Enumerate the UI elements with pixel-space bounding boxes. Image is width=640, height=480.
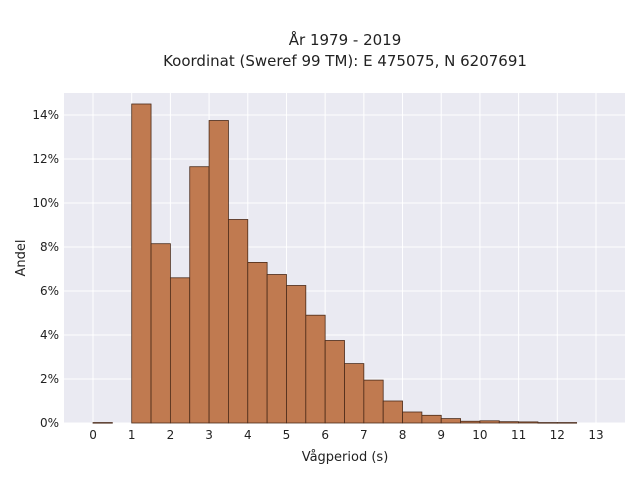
y-axis-label: Andel (14, 240, 29, 277)
histogram-bar (363, 379, 384, 424)
histogram-bar (402, 411, 423, 424)
histogram-bar (247, 261, 268, 424)
chart-title-line-2: Koordinat (Sweref 99 TM): E 475075, N 62… (163, 52, 527, 70)
x-axis-label: Vågperiod (s) (302, 450, 389, 465)
histogram-bar (286, 285, 307, 424)
histogram-bar (189, 166, 210, 424)
y-tick-label: 0% (40, 416, 59, 430)
x-tick-label: 5 (283, 428, 291, 442)
histogram-bar (150, 243, 171, 424)
x-tick-label: 6 (321, 428, 329, 442)
y-tick-label: 12% (32, 152, 59, 166)
histogram-bar (305, 314, 326, 424)
x-tick-label: 11 (511, 428, 526, 442)
x-tick-label: 8 (399, 428, 407, 442)
y-tick-label: 2% (40, 372, 59, 386)
histogram-bar (169, 277, 191, 424)
bars (92, 103, 578, 424)
histogram-bar (208, 120, 229, 424)
histogram-bar (324, 340, 345, 424)
x-tick-label: 7 (360, 428, 368, 442)
histogram-bar (556, 422, 578, 424)
histogram-bar (228, 219, 249, 424)
y-tick-label: 8% (40, 240, 59, 254)
x-tick-label: 9 (437, 428, 445, 442)
histogram-bar (92, 422, 113, 424)
histogram-bar (498, 421, 520, 424)
x-axis-ticks: 0 1 2 3 4 5 6 7 8 9 10 11 12 13 (89, 428, 603, 442)
histogram-bar (266, 274, 287, 424)
x-tick-label: 10 (472, 428, 487, 442)
histogram-bar (460, 420, 481, 424)
x-tick-label: 4 (244, 428, 252, 442)
x-tick-label: 2 (167, 428, 175, 442)
x-tick-label: 13 (588, 428, 603, 442)
y-tick-label: 6% (40, 284, 59, 298)
y-axis-ticks: 0% 2% 4% 6% 8% 10% 12% 14% (32, 108, 59, 430)
histogram-bar (421, 414, 442, 424)
x-tick-label: 3 (205, 428, 213, 442)
histogram-bar (131, 103, 152, 424)
y-tick-label: 10% (32, 196, 59, 210)
x-tick-label: 1 (128, 428, 136, 442)
histogram-bar (537, 422, 558, 424)
histogram-bar (479, 420, 500, 424)
histogram-bar (518, 421, 539, 424)
histogram-bar (382, 400, 403, 424)
y-tick-label: 4% (40, 328, 59, 342)
chart-title-line-1: År 1979 - 2019 (289, 30, 402, 49)
x-tick-label: 0 (89, 428, 97, 442)
x-tick-label: 12 (550, 428, 565, 442)
histogram-bar (440, 418, 461, 424)
y-tick-label: 14% (32, 108, 59, 122)
histogram-bar (344, 363, 365, 424)
